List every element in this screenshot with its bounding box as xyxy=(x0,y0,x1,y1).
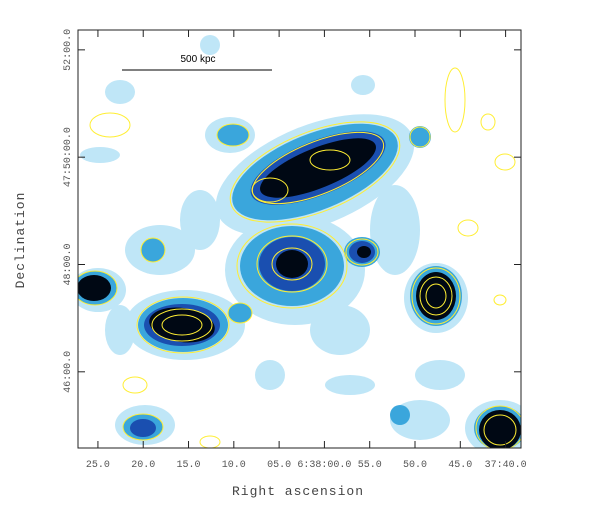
scale-label: 500 kpc xyxy=(180,54,215,65)
x-tick-label: 37:40.0 xyxy=(485,460,527,471)
x-tick-label: 25.0 xyxy=(86,460,110,471)
x-axis-title: Right ascension xyxy=(232,484,364,499)
x-tick-label: 15.0 xyxy=(177,460,201,471)
x-tick-label: 10.0 xyxy=(222,460,246,471)
y-tick-label: 52:00.0 xyxy=(63,29,74,71)
x-tick-label: 20.0 xyxy=(131,460,155,471)
plot-frame xyxy=(77,29,522,449)
sky-image xyxy=(78,30,521,448)
y-tick-label: 48:00.0 xyxy=(63,243,74,285)
y-axis-title: Declination xyxy=(13,192,28,289)
x-tick-label: 55.0 xyxy=(358,460,382,471)
x-tick-label: 50.0 xyxy=(403,460,427,471)
x-tick-label: 45.0 xyxy=(448,460,472,471)
y-tick-label: 46:00.0 xyxy=(63,351,74,393)
y-tick-label: 47:50:00.0 xyxy=(63,127,74,187)
x-tick-label: 6:38:00.0 xyxy=(297,460,351,471)
x-tick-label: 05.0 xyxy=(267,460,291,471)
